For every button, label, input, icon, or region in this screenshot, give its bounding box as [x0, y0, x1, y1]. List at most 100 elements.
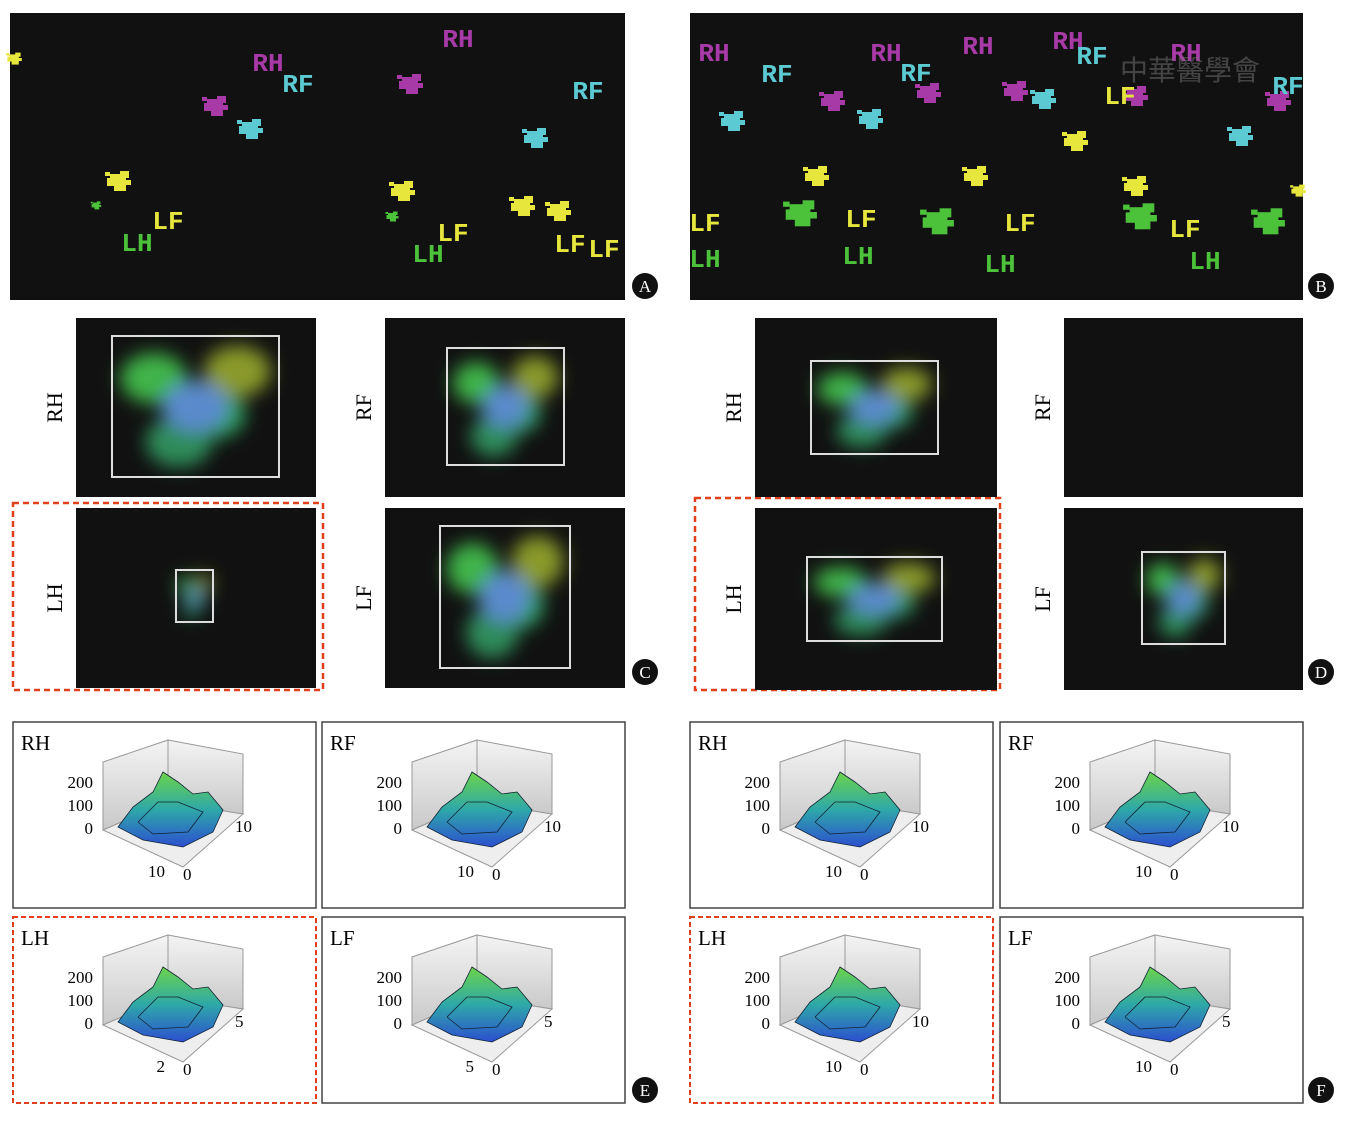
footprint-label: RH: [252, 49, 283, 79]
footprint: [6, 53, 10, 56]
intensity-blob: [452, 356, 559, 457]
footprint: [1124, 93, 1132, 101]
footprint: [202, 97, 207, 101]
front-tick-label: 0: [860, 1060, 869, 1079]
footprint: [1280, 91, 1289, 98]
footprint: [803, 167, 808, 171]
watermark: 中華醫學會: [1120, 55, 1260, 87]
blob-part: [196, 573, 212, 593]
footprint: [393, 211, 398, 215]
footprint: [389, 182, 394, 186]
footprint: [1045, 89, 1054, 96]
footprint-label: RH: [1170, 39, 1201, 69]
footprint: [724, 114, 740, 124]
footprint: [1236, 138, 1248, 146]
front-tick-label: 10: [825, 1057, 842, 1076]
paw-label: RF: [351, 394, 376, 421]
surface: [1104, 771, 1211, 848]
footprint: [408, 190, 415, 195]
footprint: [388, 213, 396, 218]
footprint: [1062, 132, 1067, 136]
paw-label: LF: [351, 585, 376, 611]
footprint: [406, 86, 418, 94]
footprint: [404, 181, 413, 188]
side-tick-label: 10: [544, 817, 561, 836]
footprint: [1067, 134, 1083, 144]
footprint-label: RH: [962, 32, 993, 62]
contour: [446, 801, 513, 835]
footprint: [1141, 95, 1148, 100]
side-tick-label: 5: [1222, 1012, 1231, 1031]
side-tick-label: 10: [912, 1012, 929, 1031]
footprint: [1077, 131, 1086, 138]
front-tick-label: 0: [492, 1060, 501, 1079]
side-tick-label: 10: [912, 817, 929, 836]
selection-outline: [693, 496, 1002, 692]
footprint: [812, 178, 824, 186]
footprint: [386, 215, 391, 219]
footprint: [554, 213, 566, 221]
roi-box: [111, 335, 280, 478]
front-tick-label: 10: [825, 862, 842, 881]
z-tick-label: 100: [1055, 991, 1081, 1010]
footprint: [944, 220, 954, 227]
footprint: [1290, 185, 1294, 188]
footprint: [1032, 96, 1040, 104]
z-tick-label: 200: [745, 968, 771, 987]
footprint: [1035, 92, 1051, 102]
surface: [426, 771, 533, 848]
footprint: [818, 166, 827, 173]
footprint: [1270, 208, 1283, 218]
z-tick-label: 200: [68, 773, 94, 792]
footprint: [1284, 100, 1291, 105]
footprint: [237, 120, 242, 124]
plot-label: RF: [330, 731, 356, 755]
front-tick-label: 0: [1170, 865, 1179, 884]
footprint: [524, 135, 532, 143]
footprint: [920, 86, 936, 96]
z-tick-label: 0: [85, 1014, 94, 1033]
footprint: [537, 128, 546, 135]
plot-label: RH: [21, 731, 50, 755]
panel-letter: D: [1315, 663, 1327, 682]
footprint: [1124, 183, 1132, 191]
footprint: [828, 103, 840, 111]
panel-letter-badge: [1308, 273, 1334, 299]
footprint: [794, 215, 811, 227]
footprint: [1147, 215, 1157, 222]
footprint: [1017, 81, 1026, 88]
intensity-blob: [813, 562, 936, 636]
footprint: [416, 83, 423, 88]
paw-label: RH: [721, 392, 746, 423]
paw-label: LH: [42, 583, 67, 612]
footprint: [802, 200, 815, 210]
footprint: [509, 197, 514, 201]
footprint: [91, 204, 95, 208]
footprint: [738, 120, 745, 125]
roi-box: [175, 569, 214, 623]
contour: [1124, 996, 1191, 1030]
side-tick-label: 10: [1222, 817, 1239, 836]
footprint: [934, 92, 941, 97]
blob-part: [482, 385, 529, 428]
footprint: [805, 173, 813, 181]
footprint-label: LF: [1004, 209, 1035, 239]
z-tick-label: 100: [377, 796, 403, 815]
panel-letter: C: [639, 663, 650, 682]
blob-part: [511, 356, 559, 399]
panel-a-image: [10, 13, 625, 300]
footprint-label: RH: [442, 25, 473, 55]
footprint: [862, 112, 878, 122]
contour: [1124, 801, 1191, 835]
intensity-blob: [1146, 558, 1221, 638]
front-tick-label: 0: [860, 865, 869, 884]
blob-part: [1187, 558, 1221, 592]
footprint: [1299, 184, 1305, 189]
footprint: [524, 196, 533, 203]
footprint-label: RF: [1076, 42, 1107, 72]
footprint: [783, 201, 790, 207]
contour: [814, 996, 881, 1030]
blob-part: [479, 571, 531, 623]
footprint: [390, 217, 396, 222]
footprint: [124, 180, 131, 185]
